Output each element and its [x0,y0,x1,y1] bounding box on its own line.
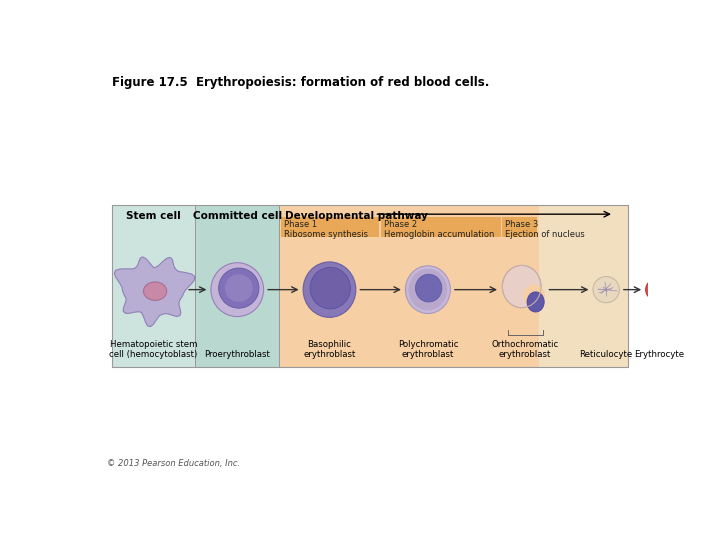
Ellipse shape [415,274,442,302]
Ellipse shape [527,292,544,312]
Text: Erythrocyte: Erythrocyte [634,350,684,359]
Ellipse shape [408,269,447,310]
Ellipse shape [646,278,672,301]
FancyBboxPatch shape [381,217,500,237]
Text: Orthochromatic
erythroblast: Orthochromatic erythroblast [491,340,559,359]
Text: Figure 17.5  Erythropoiesis: formation of red blood cells.: Figure 17.5 Erythropoiesis: formation of… [112,76,489,89]
FancyBboxPatch shape [112,205,195,367]
Ellipse shape [651,284,667,296]
Text: Developmental pathway: Developmental pathway [285,211,428,221]
Ellipse shape [225,274,253,302]
Ellipse shape [211,262,264,316]
Ellipse shape [593,276,619,303]
FancyBboxPatch shape [503,217,537,237]
Ellipse shape [405,266,451,314]
FancyBboxPatch shape [539,205,628,367]
Text: Phase 2
Hemoglobin accumulation: Phase 2 Hemoglobin accumulation [384,220,494,239]
FancyBboxPatch shape [281,217,379,237]
Text: Phase 3
Ejection of nucleus: Phase 3 Ejection of nucleus [505,220,585,239]
Ellipse shape [303,262,356,318]
Ellipse shape [143,282,167,300]
FancyBboxPatch shape [195,205,279,367]
Ellipse shape [523,284,545,307]
Ellipse shape [310,267,351,309]
Text: Proerythroblast: Proerythroblast [204,350,270,359]
Text: Basophilic
erythroblast: Basophilic erythroblast [303,340,356,359]
Text: © 2013 Pearson Education, Inc.: © 2013 Pearson Education, Inc. [107,460,240,468]
Text: Stem cell: Stem cell [126,211,181,221]
Text: Polychromatic
erythroblast: Polychromatic erythroblast [397,340,458,359]
Text: Committed cell: Committed cell [193,211,282,221]
Text: Phase 1
Ribosome synthesis: Phase 1 Ribosome synthesis [284,220,368,239]
Ellipse shape [503,265,541,308]
Polygon shape [114,257,194,327]
Text: Reticulocyte: Reticulocyte [580,350,633,359]
FancyBboxPatch shape [279,205,628,367]
Text: Hematopoietic stem
cell (hemocytoblast): Hematopoietic stem cell (hemocytoblast) [109,340,198,359]
Ellipse shape [219,268,259,308]
